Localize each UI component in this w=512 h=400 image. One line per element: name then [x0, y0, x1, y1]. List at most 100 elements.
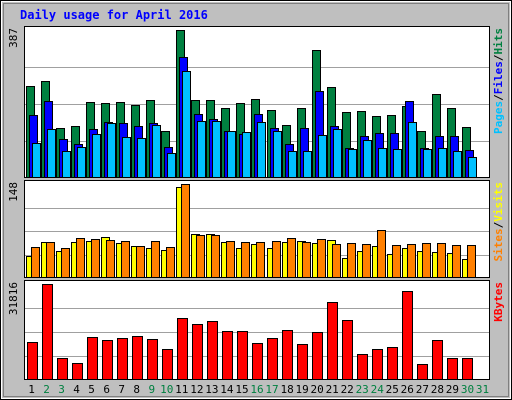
bar-hits-pages-day-25	[393, 149, 402, 178]
bar-visits-sites-day-7	[121, 241, 130, 278]
bar-hits-pages-day-16	[257, 122, 266, 178]
panel-kbytes-legend: KBytes	[492, 282, 505, 322]
bar-kbytes-kbytes-day-7	[117, 338, 128, 380]
bar-kbytes-kbytes-day-30	[462, 358, 473, 380]
bar-hits-pages-day-24	[378, 148, 387, 178]
bar-visits-sites-day-11	[181, 184, 190, 278]
legend-item-files: Files	[492, 61, 505, 94]
bar-hits-pages-day-15	[242, 132, 251, 178]
bar-visits-sites-day-6	[106, 240, 115, 278]
x-tick-label-day-12: 12	[190, 383, 203, 396]
panel-hits-max-label: 387	[7, 28, 20, 48]
x-tick-label-day-27: 27	[416, 383, 429, 396]
x-tick-label-day-28: 28	[431, 383, 444, 396]
bar-hits-pages-day-7	[122, 137, 131, 178]
panel-hits-legend: Pages/Files/Hits	[492, 28, 505, 134]
bar-visits-sites-day-27	[422, 243, 431, 278]
bar-visits-sites-day-19	[302, 242, 311, 278]
legend-item-kbytes: KBytes	[492, 282, 505, 322]
bar-visits-sites-day-10	[166, 247, 175, 278]
panel-visits-max-label: 148	[7, 182, 20, 202]
bar-hits-pages-day-29	[453, 151, 462, 178]
bar-visits-sites-day-16	[256, 242, 265, 278]
bar-kbytes-kbytes-day-15	[237, 331, 248, 380]
panel-hits: 387 Pages/Files/Hits	[7, 26, 505, 178]
x-tick-label-day-29: 29	[446, 383, 459, 396]
bar-hits-pages-day-8	[137, 138, 146, 178]
bar-kbytes-kbytes-day-1	[27, 342, 38, 380]
legend-item-hits: Hits	[492, 28, 505, 55]
bar-visits-sites-day-1	[31, 247, 40, 278]
bar-hits-pages-day-10	[167, 153, 176, 178]
bar-kbytes-kbytes-day-19	[297, 344, 308, 380]
bar-hits-pages-day-18	[288, 151, 297, 178]
x-tick-label-day-8: 8	[133, 383, 140, 396]
bar-visits-sites-day-3	[61, 248, 70, 278]
bar-visits-sites-day-21	[332, 244, 341, 278]
bar-kbytes-kbytes-day-24	[372, 349, 383, 380]
x-tick-label-day-21: 21	[326, 383, 339, 396]
x-tick-label-day-9: 9	[148, 383, 155, 396]
bar-hits-pages-day-19	[303, 151, 312, 178]
bar-kbytes-kbytes-day-4	[72, 363, 83, 380]
bar-kbytes-kbytes-day-20	[312, 332, 323, 380]
panel-kbytes-max-label: 31816	[7, 282, 20, 315]
bar-hits-pages-day-23	[363, 140, 372, 178]
legend-item-sites: Sites	[492, 228, 505, 261]
chart-panels: 387 Pages/Files/Hits 148 Sites/Visits 31816 K…	[7, 26, 505, 380]
bar-visits-sites-day-30	[467, 245, 476, 278]
x-tick-label-day-23: 23	[356, 383, 369, 396]
x-tick-label-day-7: 7	[118, 383, 125, 396]
bar-visits-sites-day-20	[317, 239, 326, 278]
bar-kbytes-kbytes-day-22	[342, 320, 353, 380]
bar-visits-sites-day-12	[196, 235, 205, 278]
bar-hits-pages-day-3	[62, 151, 71, 178]
x-tick-label-day-10: 10	[160, 383, 173, 396]
x-tick-label-day-14: 14	[220, 383, 234, 396]
bar-kbytes-kbytes-day-3	[57, 358, 68, 380]
bar-kbytes-kbytes-day-5	[87, 337, 98, 380]
bar-kbytes-kbytes-day-16	[252, 343, 263, 380]
x-tick-label-day-2: 2	[43, 383, 50, 396]
panel-visits: 148 Sites/Visits	[7, 180, 505, 278]
bar-kbytes-kbytes-day-12	[192, 324, 203, 380]
bar-visits-sites-day-26	[407, 244, 416, 278]
bar-visits-sites-day-29	[452, 245, 461, 278]
x-tick-label-day-18: 18	[280, 383, 293, 396]
bar-visits-sites-day-8	[136, 246, 145, 278]
bar-visits-sites-day-13	[211, 235, 220, 278]
x-tick-label-day-20: 20	[310, 383, 323, 396]
x-axis-labels: 1 2 3 4 5 6 7 8 9 10 11 12 13 14 15 16 17 18 19 20 21 22 23 24 2…	[28, 383, 489, 396]
bar-kbytes-kbytes-day-21	[327, 302, 338, 380]
bar-hits-pages-day-6	[107, 123, 116, 178]
bar-hits-pages-day-27	[423, 149, 432, 178]
panel-visits-legend: Sites/Visits	[492, 182, 505, 262]
bar-kbytes-kbytes-day-23	[357, 354, 368, 380]
bar-hits-pages-day-22	[348, 149, 357, 178]
x-tick-label-day-5: 5	[88, 383, 95, 396]
bar-visits-sites-day-25	[392, 245, 401, 278]
x-tick-label-day-6: 6	[103, 383, 110, 396]
bar-visits-sites-day-9	[151, 241, 160, 278]
bar-kbytes-kbytes-day-2	[42, 284, 53, 380]
legend-separator: /	[492, 54, 505, 61]
bar-hits-pages-day-5	[92, 134, 101, 178]
bar-kbytes-kbytes-day-9	[147, 339, 158, 380]
legend-separator: /	[492, 94, 505, 101]
chart-title: Daily usage for April 2016	[20, 8, 208, 22]
bar-hits-pages-day-14	[227, 131, 236, 178]
x-tick-label-day-26: 26	[401, 383, 414, 396]
x-tick-label-day-3: 3	[58, 383, 65, 396]
bar-visits-sites-day-24	[377, 230, 386, 278]
bar-kbytes-kbytes-day-14	[222, 331, 233, 380]
bar-visits-sites-day-2	[46, 242, 55, 278]
bar-kbytes-kbytes-day-29	[447, 358, 458, 380]
bar-kbytes-kbytes-day-17	[267, 338, 278, 380]
bar-hits-pages-day-1	[32, 143, 41, 178]
x-tick-label-day-17: 17	[265, 383, 278, 396]
bar-kbytes-kbytes-day-13	[207, 321, 218, 380]
bar-hits-pages-day-17	[273, 131, 282, 178]
bar-hits-pages-day-11	[182, 71, 191, 178]
